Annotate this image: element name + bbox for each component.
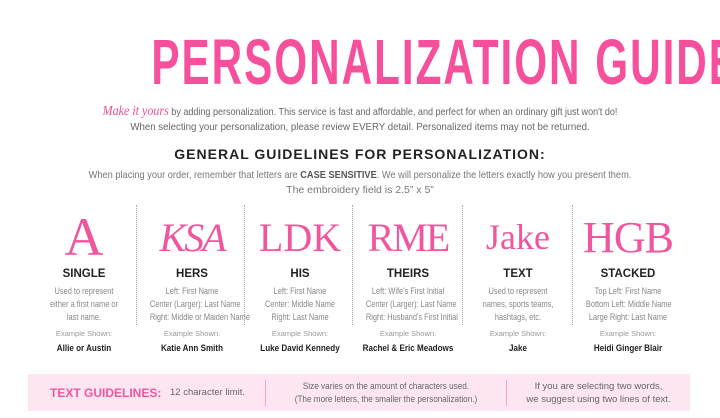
style-his: LDK HIS Left: First Name Center: Middle N… — [246, 206, 354, 355]
desc-line: Left: First Name — [273, 286, 327, 297]
example-label: Example Shown: — [163, 329, 221, 338]
desc-line: Center (Larger): Last Name — [149, 299, 241, 310]
style-name: STACKED — [600, 268, 656, 280]
embroidery-field: The embroidery field is 2.5” x 5” — [286, 184, 434, 196]
example-name: Rachel & Eric Meadows — [362, 343, 454, 354]
desc-line: Center (Larger): Last Name — [365, 299, 457, 310]
desc-line: Center: Middle Name — [264, 299, 336, 310]
make-it-yours: Make it yours — [102, 104, 169, 119]
style-description: Left: First Name Center (Larger): Last Na… — [138, 285, 250, 324]
two-line2: we suggest using two lines of text. — [526, 393, 671, 405]
desc-line: Used to represent — [54, 286, 114, 297]
example-label: Example Shown: — [599, 329, 657, 338]
example-name: Heidi Ginger Blair — [593, 343, 663, 354]
guidelines-text: When placing your order, remember that l… — [0, 168, 720, 198]
desc-line: names, sports teams, — [482, 299, 554, 310]
desc-line: Bottom Left: Middle Name — [585, 299, 672, 310]
page-title: PERSONALIZATION GUIDE — [0, 26, 720, 98]
desc-line: Large Right: Last Name — [588, 312, 668, 323]
desc-line: Right: Last Name — [271, 312, 329, 323]
g-pre: When placing your order, remember that l… — [88, 169, 301, 181]
intro-line2: When selecting your personalization, ple… — [130, 121, 590, 133]
style-name: SINGLE — [62, 268, 106, 280]
style-name: HIS — [290, 268, 310, 280]
monogram-text: A — [64, 207, 104, 267]
style-name: HERS — [176, 268, 208, 280]
example-label: Example Shown: — [489, 329, 547, 338]
style-name: TEXT — [503, 268, 533, 280]
size-line1: Size varies on the amount of characters … — [302, 380, 470, 392]
style-stacked: HGB STACKED Top Left: First Name Bottom L… — [574, 206, 682, 355]
example-name: Allie or Austin — [56, 343, 112, 354]
example-name: Jake — [509, 343, 527, 354]
text-guidelines-box: TEXT GUIDELINES: 12 character limit. Siz… — [28, 374, 690, 411]
dotted-divider — [572, 205, 573, 325]
desc-line: Left: First Name — [165, 286, 219, 297]
g-post: . We will personalize the letters exactl… — [376, 169, 632, 181]
character-limit: 12 character limit. — [170, 387, 245, 398]
style-theirs: RME THEIRS Left: Wife's First Initial Cen… — [354, 206, 462, 355]
desc-line: Top Left: First Name — [594, 286, 662, 297]
example-label: Example Shown: — [379, 329, 437, 338]
intro-line1-wrap: Make it yours by adding personalization.… — [50, 104, 669, 120]
desc-line: hashtags, etc. — [494, 312, 542, 323]
monogram-example: KSA — [138, 206, 246, 268]
monogram-text: RME — [367, 214, 451, 260]
example-label: Example Shown: — [55, 329, 113, 338]
monogram-example: HGB — [574, 206, 682, 268]
style-description: Used to represent names, sports teams, has… — [464, 285, 572, 324]
style-description: Left: Wife's First Initial Center (Larger… — [354, 285, 462, 324]
intro-line1: by adding personalization. This service … — [168, 106, 618, 118]
dotted-divider — [352, 205, 353, 325]
page-title-text: PERSONALIZATION GUIDE — [151, 26, 720, 98]
desc-line: Right: Husband's First Initial — [365, 312, 458, 323]
style-text: Jake TEXT Used to represent names, sports… — [464, 206, 572, 355]
style-description: Left: First Name Center: Middle Name Right… — [246, 285, 354, 324]
size-note: Size varies on the amount of characters … — [266, 380, 506, 406]
monogram-text: HGB — [583, 212, 674, 262]
guidelines-title: GENERAL GUIDELINES FOR PERSONALIZATION: — [174, 146, 546, 162]
dotted-divider — [244, 205, 245, 325]
desc-line: either a first name or — [50, 299, 118, 310]
monogram-example: RME — [354, 206, 462, 268]
monogram-text: KSA — [159, 214, 226, 260]
desc-line: Used to represent — [488, 286, 548, 297]
style-hers: KSA HERS Left: First Name Center (Larger)… — [138, 206, 250, 355]
case-sensitive: CASE SENSITIVE — [300, 169, 377, 181]
monogram-text: LDK — [258, 214, 342, 260]
monogram-example: Jake — [464, 206, 572, 268]
size-line2: (The more letters, the smaller the perso… — [294, 393, 478, 405]
monogram-text: Jake — [486, 217, 550, 257]
dotted-divider — [462, 205, 463, 325]
intro: Make it yours by adding personalization.… — [0, 104, 720, 135]
style-description: Top Left: First Name Bottom Left: Middle … — [574, 285, 682, 324]
desc-line: Left: Wife's First Initial — [371, 286, 445, 297]
two-words-note: If you are selecting two words, we sugges… — [507, 380, 690, 406]
example-label: Example Shown: — [271, 329, 329, 338]
desc-line: Right: Middle or Maiden Name — [149, 312, 250, 323]
text-guidelines-label: TEXT GUIDELINES: — [50, 385, 162, 400]
style-description: Used to represent either a first name or l… — [30, 285, 138, 324]
example-name: Katie Ann Smith — [160, 343, 224, 354]
dotted-divider — [136, 205, 137, 325]
divider — [506, 379, 507, 406]
two-line1: If you are selecting two words, — [534, 380, 663, 392]
style-single: A SINGLE Used to represent either a first… — [30, 206, 138, 355]
guidelines-line1: When placing your order, remember that l… — [43, 168, 677, 183]
example-name: Luke David Kennedy — [260, 343, 340, 354]
desc-line: last name. — [66, 312, 102, 323]
monogram-example: A — [30, 206, 138, 268]
style-name: THEIRS — [386, 268, 430, 280]
monogram-example: LDK — [246, 206, 354, 268]
divider — [265, 379, 266, 406]
